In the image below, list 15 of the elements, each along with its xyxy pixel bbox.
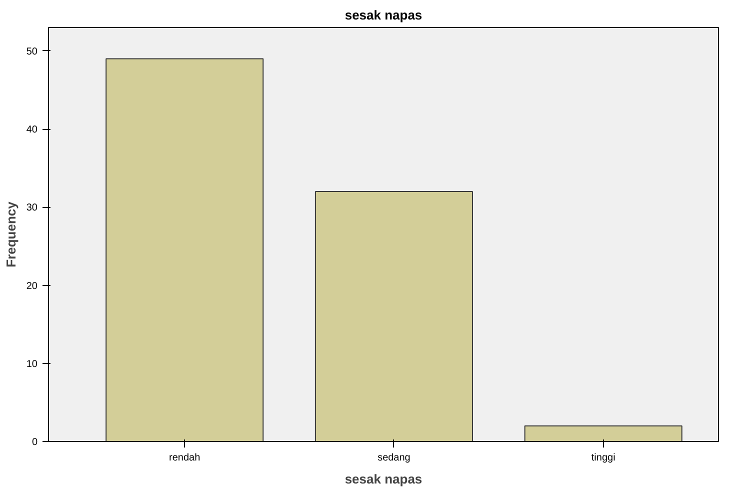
- bar: [524, 425, 682, 442]
- bar: [314, 191, 473, 442]
- y-tick-label: 30: [26, 202, 38, 214]
- chart-title: sesak napas: [344, 8, 422, 22]
- y-tick-label: 10: [26, 358, 38, 370]
- x-axis-title: sesak napas: [344, 472, 422, 486]
- y-tick-label: 20: [26, 280, 38, 292]
- y-tick-label: 40: [26, 124, 38, 136]
- y-axis-title: Frequency: [3, 200, 18, 268]
- y-tick-label: 50: [26, 46, 38, 58]
- x-tick-label: tinggi: [591, 452, 616, 464]
- x-tick-label: sedang: [378, 452, 410, 464]
- x-tick-label: rendah: [169, 452, 200, 464]
- y-tick-label: 0: [32, 437, 38, 448]
- bar: [106, 58, 264, 442]
